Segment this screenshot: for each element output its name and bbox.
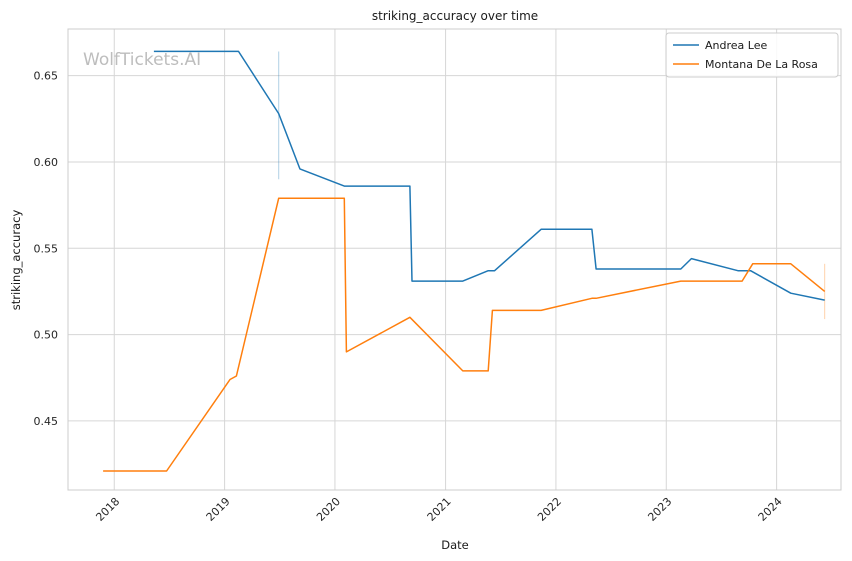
x-tick-label: 2023 xyxy=(645,495,674,524)
y-tick-label: 0.45 xyxy=(34,415,59,428)
x-tick-label: 2021 xyxy=(425,495,454,524)
x-tick-label: 2022 xyxy=(535,495,564,524)
series-line-andrea-lee xyxy=(153,50,825,301)
x-tick-label: 2019 xyxy=(204,495,233,524)
x-axis-label: Date xyxy=(441,538,469,552)
chart-title: striking_accuracy over time xyxy=(372,9,538,23)
plot-frame xyxy=(67,28,842,491)
x-tick-labels: 2018 2019 2020 2021 2022 2023 2024 xyxy=(93,495,784,524)
y-tick-label: 0.50 xyxy=(34,329,59,342)
watermark: WolfTickets.AI xyxy=(83,50,201,70)
legend-label-montana-de-la-rosa: Montana De La Rosa xyxy=(705,58,818,71)
legend: Andrea Lee Montana De La Rosa xyxy=(665,32,839,78)
x-tick-label: 2018 xyxy=(93,495,122,524)
series-lines xyxy=(103,50,826,472)
y-tick-label: 0.60 xyxy=(34,156,59,169)
legend-box xyxy=(665,32,839,78)
x-tick-label: 2024 xyxy=(756,495,785,524)
y-tick-label: 0.65 xyxy=(34,70,59,83)
y-axis-label: striking_accuracy xyxy=(9,210,23,311)
legend-label-andrea-lee: Andrea Lee xyxy=(705,39,767,52)
y-tick-labels: 0.45 0.50 0.55 0.60 0.65 xyxy=(34,70,59,428)
y-tick-label: 0.55 xyxy=(34,242,59,255)
series-line-montana-de-la-rosa xyxy=(103,197,826,472)
grid xyxy=(68,29,841,490)
x-tick-label: 2020 xyxy=(314,495,343,524)
